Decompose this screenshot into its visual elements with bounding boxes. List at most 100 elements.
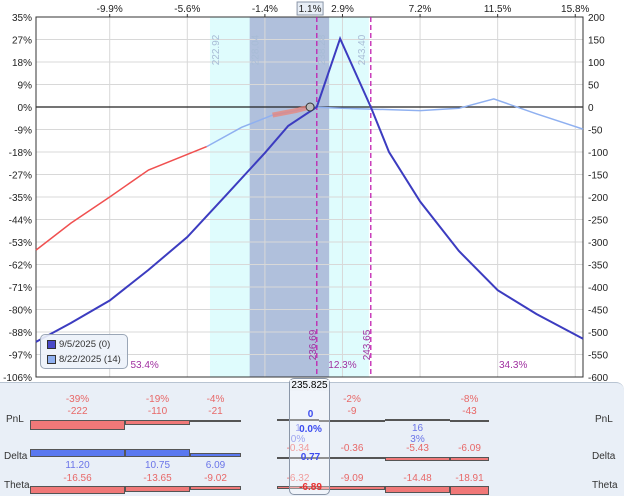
right-tick-label: 100	[588, 58, 605, 69]
legend-swatch	[47, 355, 56, 364]
left-tick-label: -88%	[9, 328, 32, 339]
left-tick-label: -53%	[9, 238, 32, 249]
center-delta: 0.77	[300, 452, 321, 463]
pnl-bar	[30, 420, 125, 430]
right-tick-label: -100	[588, 148, 608, 159]
delta-value: -5.43	[406, 443, 429, 454]
right-tick-label: -550	[588, 351, 608, 362]
delta-value: -6.09	[458, 443, 481, 454]
delta-value: 10.75	[144, 460, 171, 471]
left-tick-label: 9%	[18, 81, 33, 92]
left-tick-label: -71%	[9, 283, 32, 294]
left-tick-label: 0%	[18, 103, 33, 114]
plot-frame	[35, 16, 584, 378]
left-tick-label: -35%	[9, 193, 32, 204]
top-tick-label: -9.9%	[97, 4, 123, 15]
legend-item-expiration[interactable]: 9/5/2025 (0)	[47, 339, 127, 350]
pnl-value: 16	[411, 423, 424, 434]
delta-bar	[319, 457, 385, 459]
delta-bar	[30, 449, 125, 457]
pnl-bar	[277, 419, 319, 421]
right-tick-label: -450	[588, 306, 608, 317]
center-theta: -6.89	[299, 482, 322, 493]
left-tick-label: 18%	[12, 58, 32, 69]
legend: 9/5/2025 (0) 8/22/2025 (14)	[40, 334, 128, 369]
theta-bar	[319, 486, 385, 491]
current-price-column[interactable]: 0 0.0% 0.77 -6.89	[289, 378, 330, 495]
pnl-value: -222	[67, 406, 88, 417]
top-tick-label: -1.4%	[252, 4, 278, 15]
top-tick-label: -5.6%	[174, 4, 200, 15]
center-pnl-pct: 0.0%	[299, 424, 322, 435]
pnl-pct-value: 0%	[290, 434, 306, 445]
band-label: 243.40	[357, 34, 368, 65]
right-tick-label: 50	[588, 81, 600, 92]
t14-curve-highlight	[272, 104, 311, 118]
probability-label: 53.4%	[130, 360, 158, 371]
legend-swatch	[47, 340, 56, 349]
delta-value: -0.36	[340, 443, 364, 454]
pnl-bar	[190, 420, 241, 422]
right-tick-label: -150	[588, 171, 608, 182]
right-tick-label: 150	[588, 36, 605, 47]
right-tick-label: -300	[588, 238, 608, 249]
breakeven-label: 236.69	[308, 329, 319, 360]
right-tick-label: -600	[588, 373, 608, 382]
t14-curve-loss	[35, 145, 207, 251]
row-label-pnl: PnL	[6, 414, 24, 425]
right-tick-label: -500	[588, 328, 608, 339]
theta-bar	[450, 486, 489, 495]
breakeven-label: 243.65	[362, 329, 373, 360]
theta-bar	[30, 486, 125, 494]
row-label-theta-right: Theta	[592, 480, 618, 491]
left-tick-label: -106%	[3, 373, 32, 382]
band-label: 222.92	[211, 34, 222, 65]
right-tick-label: 0	[588, 103, 594, 114]
center-pnl: 0	[307, 409, 314, 420]
pnl-bar	[319, 420, 385, 422]
right-tick-label: -200	[588, 193, 608, 204]
expiration-curve	[35, 35, 584, 343]
probability-label: 12.3%	[328, 360, 356, 371]
top-tick-label: 2.9%	[331, 4, 354, 15]
row-label-delta: Delta	[4, 451, 28, 462]
theta-value: -13.65	[143, 473, 172, 484]
pnl-value: -110	[147, 406, 168, 417]
row-label-delta-right: Delta	[592, 451, 616, 462]
delta-bar	[450, 457, 489, 462]
left-tick-label: 27%	[12, 36, 32, 47]
theta-bar	[190, 486, 241, 491]
pnl-chart[interactable]: 35% 200 27% 150 18% 100 9% 50 0% 0 -9% -50 -18% -100 -…	[0, 0, 624, 382]
pnl-pct-value: -39%	[65, 394, 90, 405]
left-tick-label: -27%	[9, 171, 32, 182]
right-tick-label: -400	[588, 283, 608, 294]
legend-label: 9/5/2025 (0)	[59, 339, 111, 350]
delta-bar	[125, 449, 190, 457]
pnl-bar	[125, 420, 190, 425]
theta-bar	[125, 486, 190, 493]
legend-item-t14[interactable]: 8/22/2025 (14)	[47, 354, 127, 365]
left-tick-label: -80%	[9, 306, 32, 317]
pnl-pct-value: -2%	[343, 394, 361, 405]
right-tick-label: -50	[588, 126, 603, 137]
pnl-value: -9	[347, 406, 357, 417]
theta-value: -9.09	[340, 473, 364, 484]
delta-bar	[190, 452, 241, 457]
current-price-label: 235.825	[290, 380, 329, 391]
delta-value: -0.34	[286, 443, 310, 454]
right-tick-label: 200	[588, 13, 605, 24]
delta-value: 11.20	[65, 460, 90, 471]
current-price-marker	[305, 102, 315, 112]
right-tick-label: -250	[588, 216, 608, 227]
left-tick-label: -44%	[9, 216, 32, 227]
probability-label: 34.3%	[499, 360, 527, 371]
pnl-bar	[450, 420, 489, 422]
theta-value: -14.48	[403, 473, 432, 484]
left-tick-label: -97%	[9, 351, 32, 362]
top-current-box	[296, 1, 324, 16]
row-label-theta: Theta	[4, 480, 30, 491]
band-label: 228.04	[251, 34, 262, 65]
delta-value: 6.09	[205, 460, 226, 471]
top-tick-label: 11.5%	[484, 4, 512, 15]
theta-bar	[277, 486, 319, 489]
